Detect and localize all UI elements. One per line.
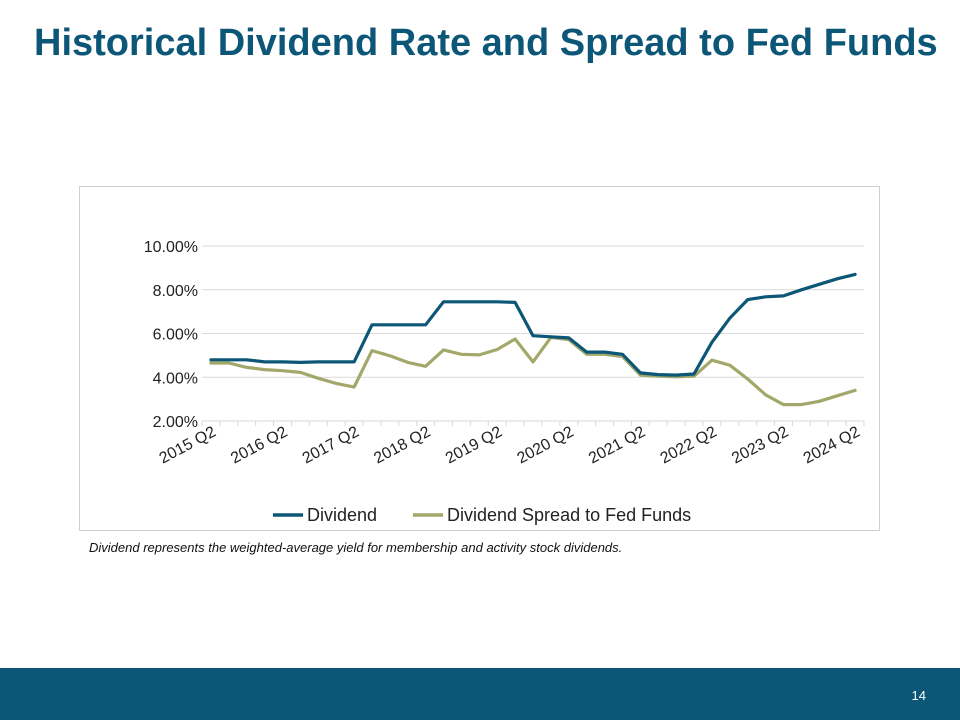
x-tick-label: 2021 Q2 bbox=[586, 423, 648, 467]
x-tick-label: 2017 Q2 bbox=[300, 423, 362, 467]
footer-bar: 14 bbox=[0, 668, 960, 720]
series-lines bbox=[209, 272, 857, 407]
x-axis-tick-labels: 2015 Q2 2016 Q2 2017 Q2 2018 Q2 2019 Q2 2020 … bbox=[157, 423, 863, 467]
x-tick-label: 2016 Q2 bbox=[228, 423, 290, 467]
y-tick-label: 6.00% bbox=[153, 327, 198, 344]
x-tick-label: 2022 Q2 bbox=[658, 423, 720, 467]
legend-label: Dividend bbox=[307, 505, 377, 525]
x-tick-label: 2020 Q2 bbox=[514, 423, 576, 467]
chart-footnote: Dividend represents the weighted-average… bbox=[89, 540, 623, 555]
series-line-dividend bbox=[209, 272, 857, 377]
series-line-spread bbox=[209, 335, 857, 407]
legend-label: Dividend Spread to Fed Funds bbox=[447, 505, 691, 525]
y-axis-tick-labels: 2.00% 4.00% 6.00% 8.00% 10.00% bbox=[144, 239, 198, 431]
x-tick-label: 2023 Q2 bbox=[729, 423, 791, 467]
line-chart: 2.00% 4.00% 6.00% 8.00% 10.00% 2015 Q2 2016 Q… bbox=[144, 239, 865, 525]
chart-frame: 2.00% 4.00% 6.00% 8.00% 10.00% 2015 Q2 2016 Q… bbox=[79, 186, 880, 531]
y-tick-label: 10.00% bbox=[144, 239, 198, 256]
slide-title: Historical Dividend Rate and Spread to F… bbox=[34, 22, 938, 64]
x-tick-label: 2024 Q2 bbox=[801, 423, 863, 467]
x-tick-label: 2019 Q2 bbox=[443, 423, 505, 467]
y-tick-label: 8.00% bbox=[153, 283, 198, 300]
legend: Dividend Dividend Spread to Fed Funds bbox=[273, 505, 691, 525]
x-tick-label: 2018 Q2 bbox=[371, 423, 433, 467]
page-number: 14 bbox=[911, 688, 926, 703]
y-tick-label: 4.00% bbox=[153, 370, 198, 387]
y-tick-label: 2.00% bbox=[153, 414, 198, 431]
